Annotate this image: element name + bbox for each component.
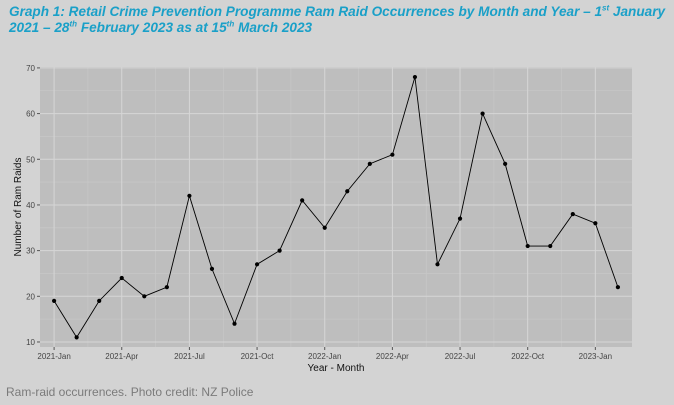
data-series (51, 74, 621, 340)
y-tick-label: 70 (26, 64, 35, 73)
x-tick-label: 2021-Oct (241, 352, 275, 361)
data-point (164, 285, 169, 290)
data-point (412, 74, 418, 80)
data-point (390, 152, 395, 157)
x-tick-label: 2021-Jan (37, 352, 70, 361)
major-gridlines (40, 67, 632, 347)
data-point (142, 294, 147, 299)
photo-caption: Ram-raid occurrences. Photo credit: NZ P… (6, 385, 254, 399)
data-point (277, 248, 282, 253)
x-tick-label: 2022-Oct (511, 352, 545, 361)
data-point (322, 225, 327, 230)
ram-raid-line-chart: 10 20 30 40 50 60 70 2021-Jan 2021-Apr 2021-Jul 20… (13, 64, 632, 374)
data-point (503, 161, 508, 166)
plot-panel (40, 67, 632, 347)
data-point (51, 298, 57, 303)
title-sup-3: th (226, 19, 235, 29)
title-sup-2: th (69, 19, 78, 29)
title-part-2: January 2021 – 28 (9, 4, 666, 35)
x-tick-label: 2022-Jan (308, 352, 341, 361)
series-line (53, 76, 619, 339)
data-point (232, 321, 237, 326)
data-point (119, 275, 124, 281)
title-part-4: March 2023 (234, 20, 313, 35)
y-tick-label: 10 (26, 338, 35, 347)
x-tick-label: 2022-Apr (376, 352, 409, 361)
data-point (345, 189, 350, 194)
x-tick-label: 2023-Jan (579, 352, 612, 361)
data-point (74, 335, 79, 340)
data-point (593, 221, 598, 226)
y-axis-label: Number of Ram Raids (13, 158, 24, 257)
data-point (367, 161, 372, 166)
axes: 10 20 30 40 50 60 70 2021-Jan 2021-Apr 2021-Jul 20… (26, 64, 612, 361)
y-tick-label: 60 (26, 110, 35, 119)
x-tick-label: 2022-Jul (445, 352, 476, 361)
title-sup-1: st (602, 3, 610, 13)
data-point (300, 198, 305, 203)
data-point (480, 111, 485, 116)
y-tick-label: 20 (26, 292, 35, 301)
data-point (254, 262, 260, 267)
x-tick-label: 2021-Jul (174, 352, 205, 361)
data-point (615, 285, 621, 290)
data-point (97, 298, 102, 303)
title-part-3: February 2023 as at 15 (77, 20, 227, 35)
y-tick-label: 40 (26, 201, 35, 210)
data-point (548, 243, 553, 249)
y-tick-label: 50 (26, 155, 35, 164)
data-point (435, 262, 440, 267)
title-part-1: Graph 1: Retail Crime Prevention Program… (9, 4, 603, 19)
x-tick-label: 2021-Apr (105, 352, 138, 361)
data-point (457, 216, 463, 221)
data-point (187, 193, 192, 198)
data-point (525, 243, 530, 249)
y-tick-label: 30 (26, 247, 35, 256)
chart-title: Graph 1: Retail Crime Prevention Program… (9, 4, 671, 36)
data-point (570, 211, 575, 217)
data-point (209, 266, 215, 271)
x-axis-label: Year - Month (308, 363, 365, 374)
